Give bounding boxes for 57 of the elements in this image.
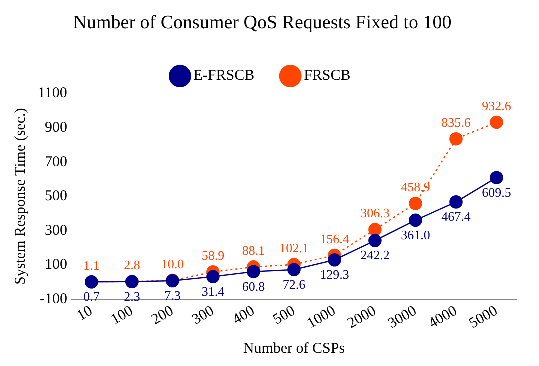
point xyxy=(490,171,504,184)
x-tick-label: 3000 xyxy=(386,303,420,332)
chart-title: Number of Consumer QoS Requests Fixed to 100 xyxy=(73,12,452,34)
point xyxy=(328,253,342,267)
data-label: 156.4 xyxy=(320,231,350,246)
x-tick-label: 1000 xyxy=(304,303,339,332)
y-axis-title: System Response Time (sec.) xyxy=(12,108,29,285)
data-label: 2.3 xyxy=(124,288,140,304)
point xyxy=(206,270,220,284)
y-tick-label: 900 xyxy=(44,120,68,136)
y-tick-label: 100 xyxy=(44,257,68,274)
data-label: 58.9 xyxy=(202,248,225,264)
x-tick-label: 5000 xyxy=(466,303,501,332)
data-label: 932.6 xyxy=(482,98,512,114)
data-label: 835.6 xyxy=(442,115,472,130)
point xyxy=(368,234,382,248)
data-label: 609.5 xyxy=(482,184,512,200)
x-tick-label: 400 xyxy=(230,303,258,328)
data-label: 0.7 xyxy=(84,289,100,304)
point xyxy=(288,263,301,276)
point xyxy=(409,214,422,228)
data-label: 242.2 xyxy=(360,248,390,263)
x-tick-label: 100 xyxy=(108,303,136,328)
point xyxy=(450,196,463,209)
x-tick-label: 2000 xyxy=(345,303,380,332)
data-label: 1.1 xyxy=(84,258,100,274)
data-label: 467.4 xyxy=(442,209,472,224)
data-label: 129.3 xyxy=(320,267,350,282)
y-tick-label: 500 xyxy=(44,188,68,205)
data-label: 7.3 xyxy=(164,288,181,303)
data-label: 361.0 xyxy=(401,227,430,242)
data-label: 458.9 xyxy=(401,180,430,195)
x-tick-label: 10 xyxy=(74,303,96,325)
x-tick-label: 300 xyxy=(190,303,218,328)
x-tick-label: 4000 xyxy=(426,303,460,332)
legend-label: FRSCB xyxy=(304,68,351,84)
point xyxy=(490,116,504,130)
data-label: 88.1 xyxy=(242,243,266,258)
point xyxy=(450,132,463,146)
y-tick-label: 1100 xyxy=(38,86,68,102)
data-label: 31.4 xyxy=(202,284,226,299)
point xyxy=(368,223,382,236)
legend-label: E-FRSCB xyxy=(194,68,255,84)
data-label: 72.6 xyxy=(282,276,306,292)
x-axis-title: Number of CSPs xyxy=(243,340,346,357)
y-tick-label: 300 xyxy=(44,222,68,239)
y-tick-label: -100 xyxy=(40,291,68,308)
point xyxy=(409,197,422,210)
point xyxy=(247,265,260,279)
y-tick-label: 700 xyxy=(44,154,68,170)
data-label: 60.8 xyxy=(242,278,266,294)
x-tick-label: 500 xyxy=(270,303,298,328)
data-label: 306.3 xyxy=(360,206,390,221)
data-label: 2.8 xyxy=(124,258,140,273)
x-tick-label: 200 xyxy=(149,303,177,328)
data-label: 10.0 xyxy=(161,256,184,272)
data-label: 102.1 xyxy=(280,240,309,256)
